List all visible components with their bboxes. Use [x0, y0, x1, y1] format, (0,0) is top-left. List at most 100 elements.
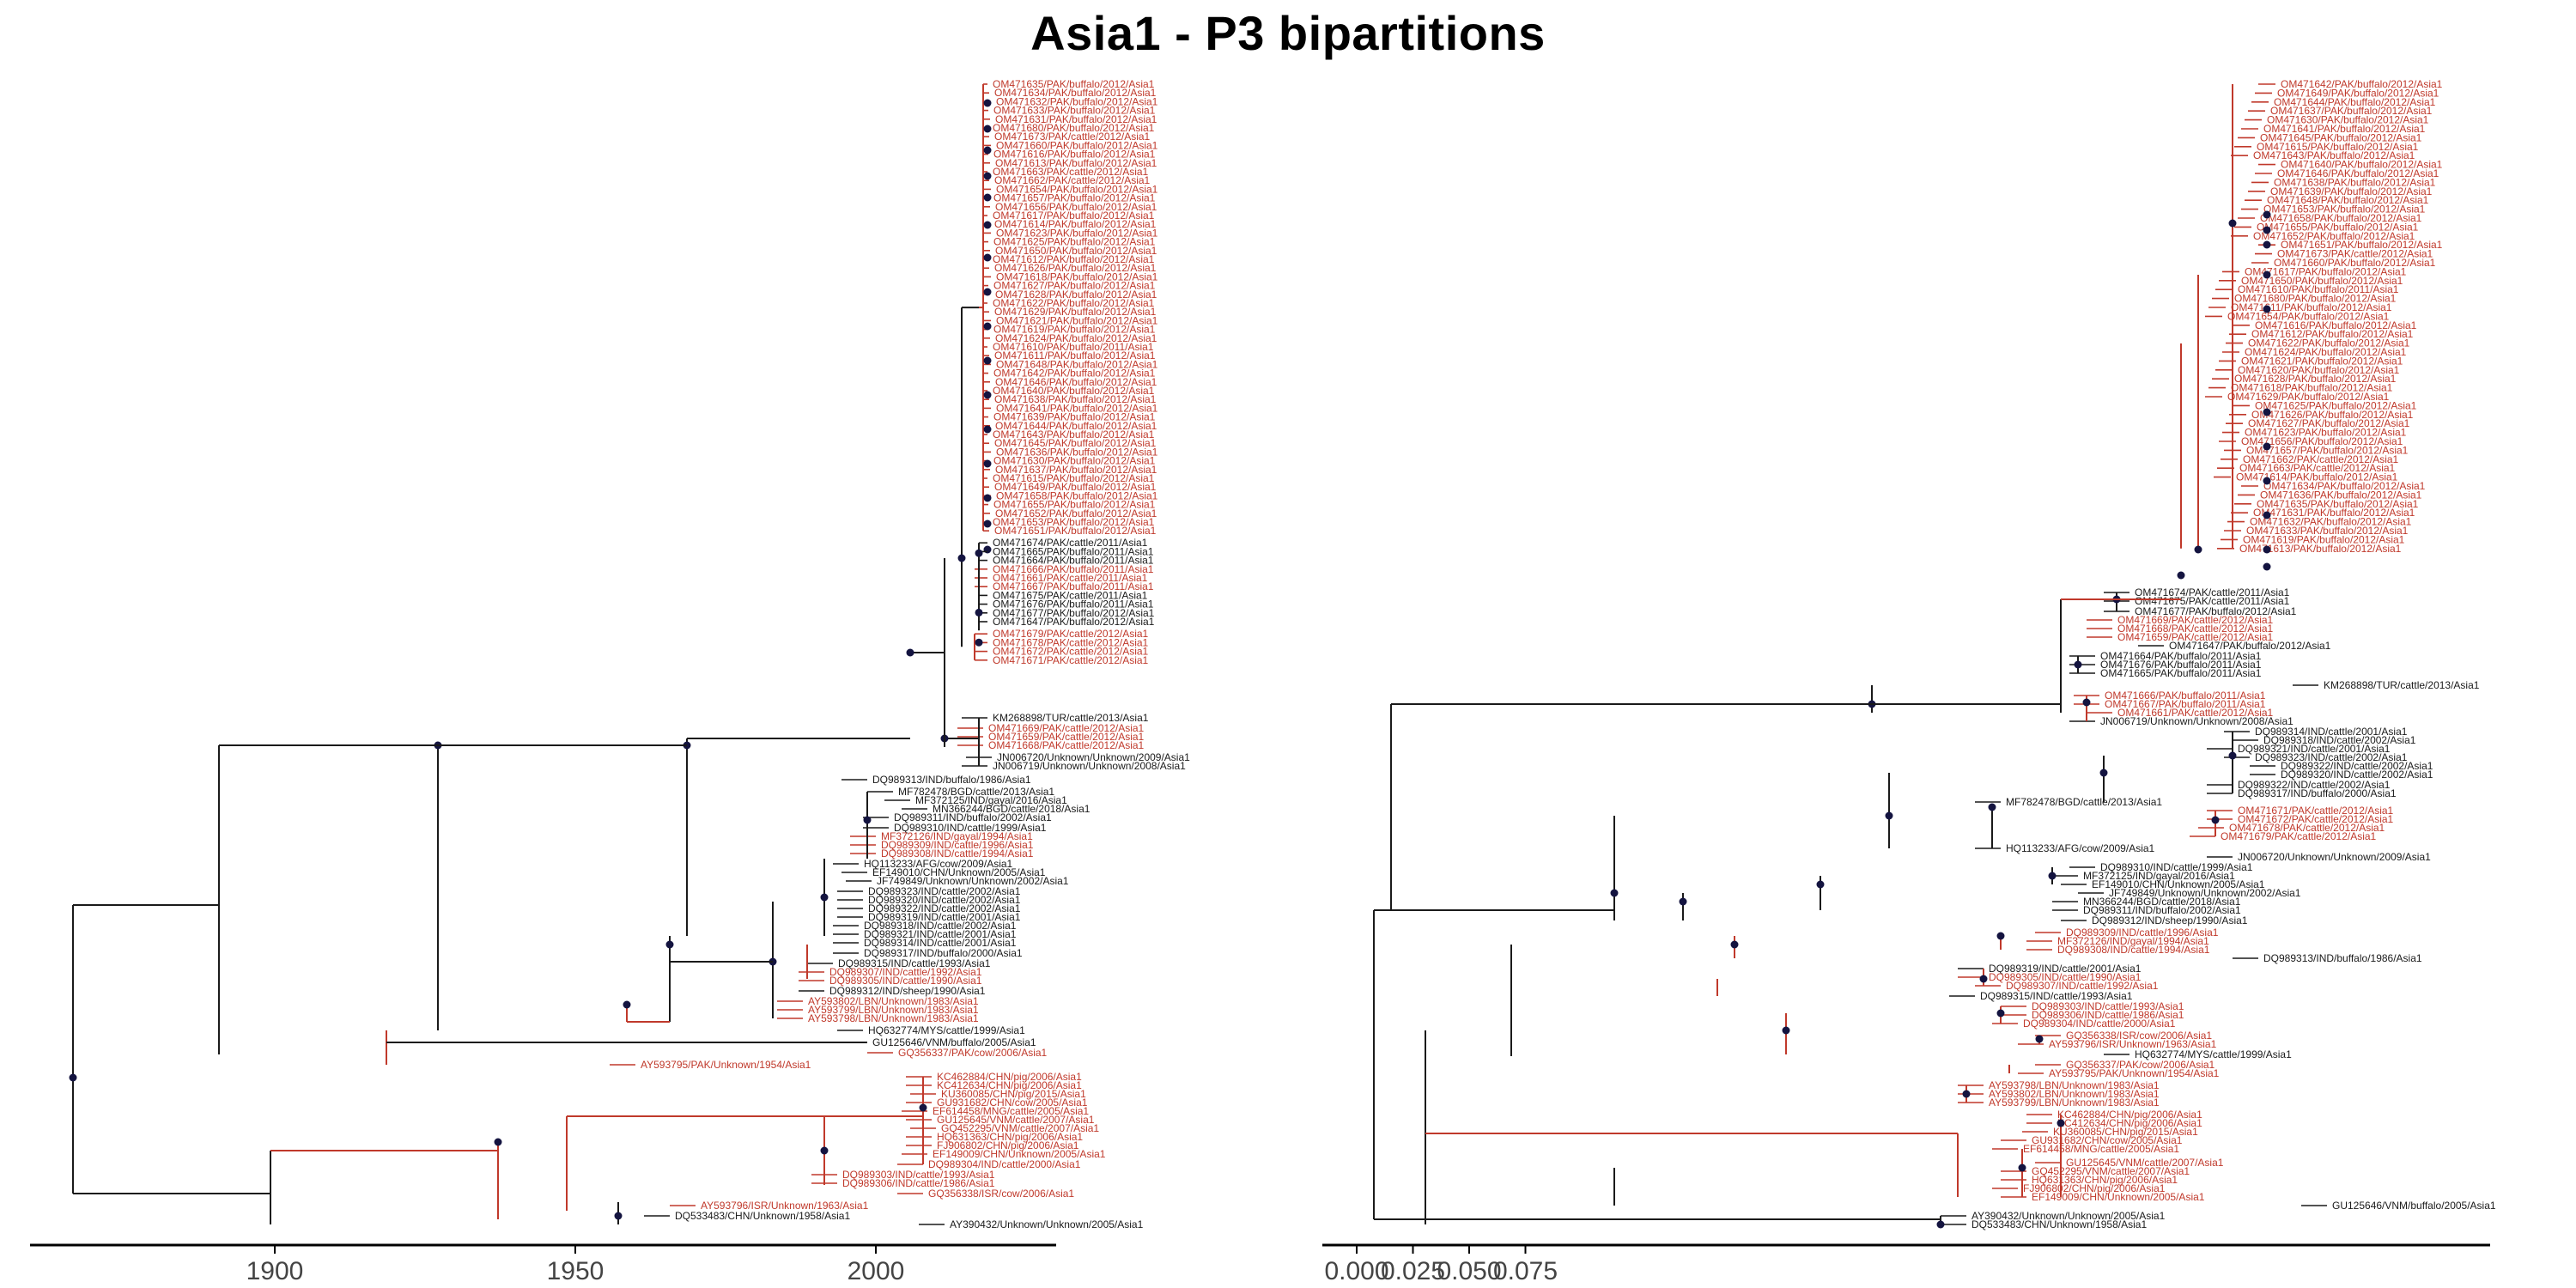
- tip-label: OM471674/PAK/cattle/2011/Asia1: [993, 537, 1148, 549]
- tip-label: OM471659/PAK/cattle/2012/Asia1: [988, 731, 1145, 743]
- tip-label: OM471651/PAK/buffalo/2012/Asia1: [994, 525, 1157, 537]
- tip-label: GU125646/VNM/buffalo/2005/Asia1: [2332, 1200, 2496, 1212]
- axis-tick-label: 0.025: [1381, 1257, 1445, 1285]
- tip-label: DQ989305/IND/cattle/1990/Asia1: [829, 975, 982, 987]
- tip-label: OM471625/PAK/buffalo/2012/Asia1: [993, 236, 1156, 248]
- tip-label: OM471615/PAK/buffalo/2012/Asia1: [2257, 141, 2419, 153]
- tip-label: AY593798/LBN/Unknown/1983/Asia1: [808, 1012, 979, 1024]
- support-node: [2263, 442, 2271, 451]
- tip-label: DQ989321/IND/cattle/2001/Asia1: [2238, 743, 2391, 755]
- tip-label: OM471666/PAK/buffalo/2011/Asia1: [993, 563, 1154, 575]
- tip-label: OM471677/PAK/buffalo/2012/Asia1: [993, 607, 1155, 619]
- tip-label: OM471656/PAK/buffalo/2012/Asia1: [2241, 435, 2403, 447]
- tip-label: MN366244/BGD/cattle/2018/Asia1: [933, 803, 1091, 815]
- tip-label: EF614458/MNG/cattle/2005/Asia1: [2023, 1143, 2179, 1155]
- tip-label: OM471673/PAK/cattle/2012/Asia1: [994, 131, 1151, 143]
- support-node: [1996, 932, 2005, 940]
- tip-label: FJ906802/CHN/pig/2006/Asia1: [2023, 1182, 2166, 1194]
- tip-label: OM471630/PAK/buffalo/2012/Asia1: [2267, 114, 2429, 126]
- support-node: [494, 1138, 502, 1146]
- support-node: [2035, 1035, 2044, 1043]
- support-node: [2263, 511, 2271, 519]
- tip-label: HQ631363/CHN/pig/2006/Asia1: [937, 1131, 1083, 1143]
- tip-label: MF372126/IND/gayal/1994/Asia1: [881, 830, 1033, 842]
- tip-label: OM471614/PAK/buffalo/2012/Asia1: [994, 218, 1157, 230]
- tip-label: OM471616/PAK/buffalo/2012/Asia1: [993, 149, 1156, 161]
- tip-label: OM471635/PAK/buffalo/2012/Asia1: [993, 78, 1155, 90]
- tip-label: OM471623/PAK/buffalo/2012/Asia1: [2245, 427, 2407, 439]
- tip-label: OM471648/PAK/buffalo/2012/Asia1: [996, 358, 1158, 370]
- tip-label: OM471638/PAK/buffalo/2012/Asia1: [994, 393, 1157, 405]
- support-node: [983, 519, 992, 528]
- tip-label: DQ989319/IND/cattle/2001/Asia1: [1989, 963, 2142, 975]
- tip-label: OM471649/PAK/buffalo/2012/Asia1: [2277, 87, 2439, 99]
- tip-label: OM471679/PAK/cattle/2012/Asia1: [2221, 830, 2377, 842]
- tip-label: OM471637/PAK/buffalo/2012/Asia1: [2270, 105, 2433, 117]
- tip-label: OM471660/PAK/buffalo/2012/Asia1: [996, 139, 1158, 151]
- tip-label: OM471675/PAK/cattle/2011/Asia1: [2135, 595, 2290, 607]
- tip-label: OM471624/PAK/buffalo/2012/Asia1: [995, 332, 1157, 344]
- tip-label: HQ113233/AFG/cow/2009/Asia1: [2006, 842, 2155, 854]
- tip-label: DQ989304/IND/cattle/2000/Asia1: [928, 1158, 1081, 1170]
- tip-label: DQ989307/IND/cattle/1992/Asia1: [2006, 980, 2159, 992]
- support-node: [2018, 1163, 2026, 1172]
- tip-label: EF149010/CHN/Unknown/2005/Asia1: [2092, 878, 2265, 890]
- tip-label: OM471658/PAK/buffalo/2012/Asia1: [2260, 212, 2422, 224]
- tip-label: OM471626/PAK/buffalo/2012/Asia1: [2251, 409, 2414, 421]
- support-node: [983, 288, 992, 296]
- tip-label: AY593795/PAK/Unknown/1954/Asia1: [2049, 1067, 2220, 1079]
- tip-label: DQ989318/IND/cattle/2002/Asia1: [2263, 734, 2416, 746]
- tip-label: AY593799/LBN/Unknown/1983/Asia1: [808, 1004, 979, 1016]
- tip-label: DQ989318/IND/cattle/2002/Asia1: [864, 920, 1017, 932]
- tip-label: DQ989323/IND/cattle/2002/Asia1: [868, 885, 1021, 897]
- tip-label: OM471650/PAK/buffalo/2012/Asia1: [995, 245, 1157, 257]
- tip-label: KU360085/CHN/pig/2015/Asia1: [941, 1088, 1086, 1100]
- tip-label: MF372126/IND/gayal/1994/Asia1: [2057, 935, 2209, 947]
- tip-label: OM471680/PAK/buffalo/2012/Asia1: [993, 122, 1155, 134]
- tip-label: OM471676/PAK/buffalo/2011/Asia1: [2100, 659, 2262, 671]
- tip-label: AY390432/Unknown/Unknown/2005/Asia1: [1971, 1210, 2166, 1222]
- tip-label: OM471655/PAK/buffalo/2012/Asia1: [2257, 221, 2419, 233]
- tip-label: OM471648/PAK/buffalo/2012/Asia1: [2267, 194, 2429, 206]
- support-node: [1996, 1009, 2005, 1018]
- tip-label: DQ989315/IND/cattle/1993/Asia1: [838, 957, 991, 969]
- support-node: [2263, 270, 2271, 279]
- tip-label: FJ906802/CHN/pig/2006/Asia1: [937, 1139, 1079, 1151]
- tip-label: OM471647/PAK/buffalo/2012/Asia1: [2169, 640, 2331, 652]
- tip-label: DQ533483/CHN/Unknown/1958/Asia1: [675, 1210, 850, 1222]
- support-node: [2263, 240, 2271, 249]
- support-node: [983, 391, 992, 399]
- tip-label: OM471610/PAK/buffalo/2011/Asia1: [993, 341, 1154, 353]
- tip-label: OM471667/PAK/buffalo/2011/Asia1: [2105, 698, 2266, 710]
- tip-label: DQ989313/IND/buffalo/1986/Asia1: [2263, 952, 2422, 964]
- tip-label: DQ989314/IND/cattle/2001/Asia1: [864, 937, 1017, 949]
- support-node: [2263, 477, 2271, 485]
- tip-label: OM471645/PAK/buffalo/2012/Asia1: [2260, 131, 2422, 143]
- axis-tick-label: 0.000: [1324, 1257, 1388, 1285]
- tip-label: DQ989311/IND/buffalo/2002/Asia1: [894, 811, 1052, 823]
- tip-label: OM471679/PAK/cattle/2012/Asia1: [993, 628, 1149, 640]
- support-node: [2074, 660, 2082, 669]
- tip-label: DQ989323/IND/cattle/2002/Asia1: [2255, 751, 2408, 763]
- tip-label: OM471673/PAK/cattle/2012/Asia1: [2277, 248, 2433, 260]
- tip-label: AY593802/LBN/Unknown/1983/Asia1: [1989, 1088, 2160, 1100]
- tip-label: OM471664/PAK/buffalo/2011/Asia1: [993, 555, 1154, 567]
- tip-label: MF782478/BGD/cattle/2013/Asia1: [2006, 796, 2162, 808]
- tip-label: AY593799/LBN/Unknown/1983/Asia1: [1989, 1097, 2160, 1109]
- tip-label: OM471639/PAK/buffalo/2012/Asia1: [993, 411, 1156, 423]
- tip-label: OM471626/PAK/buffalo/2012/Asia1: [994, 262, 1157, 274]
- tip-label: OM471623/PAK/buffalo/2012/Asia1: [996, 227, 1158, 239]
- tip-label: OM471632/PAK/buffalo/2012/Asia1: [996, 95, 1158, 107]
- tip-label: DQ989320/IND/cattle/2002/Asia1: [868, 894, 1021, 906]
- figure-title: Asia1 - P3 bipartitions: [1030, 6, 1546, 60]
- support-node: [2048, 872, 2057, 880]
- tip-label: OM471651/PAK/buffalo/2012/Asia1: [2281, 239, 2443, 251]
- support-node: [919, 1103, 927, 1112]
- tip-label: OM471659/PAK/cattle/2012/Asia1: [2117, 631, 2274, 643]
- support-node: [957, 554, 966, 562]
- tip-label: OM471629/PAK/buffalo/2012/Asia1: [994, 306, 1157, 318]
- support-node: [1885, 811, 1893, 820]
- tip-label: HQ631363/CHN/pig/2006/Asia1: [2032, 1174, 2178, 1186]
- tip-label: DQ989305/IND/cattle/1990/Asia1: [1989, 971, 2142, 983]
